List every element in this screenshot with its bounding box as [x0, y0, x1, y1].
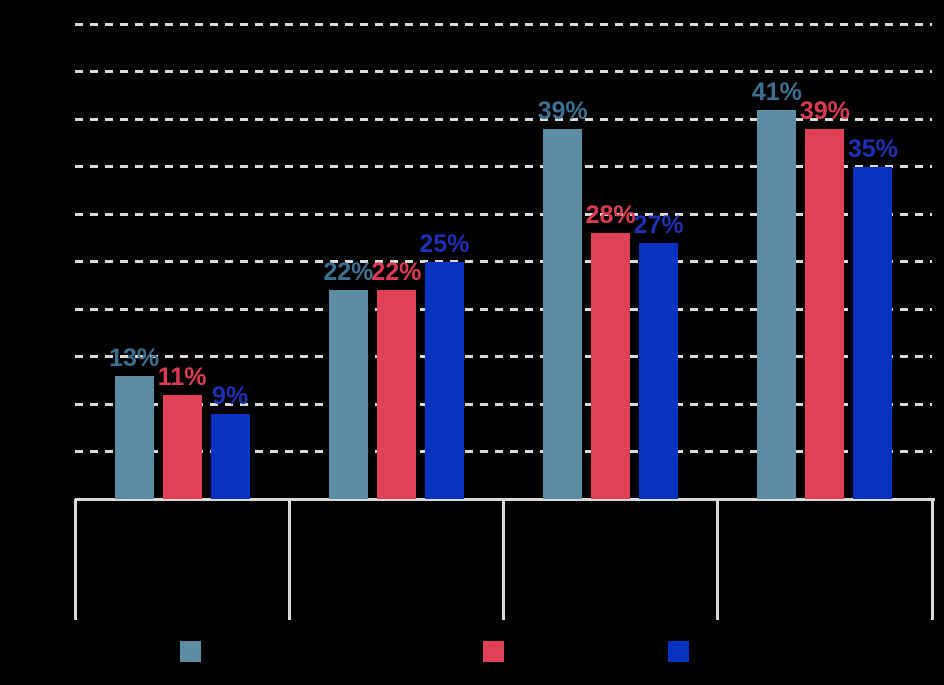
legend-swatch-3 — [668, 641, 689, 662]
x-axis-tick-3 — [716, 499, 720, 620]
bar-series-crimson-group1 — [162, 394, 202, 499]
x-axis-tick-2 — [502, 499, 505, 620]
x-axis-tick-0 — [73, 499, 77, 620]
bar-series-crimson-group2 — [376, 290, 416, 499]
x-axis-tick-1 — [287, 499, 291, 620]
x-axis-line — [75, 497, 935, 501]
gridline-45pct — [75, 70, 932, 73]
bar-value-label-series-crimson-group3: 28% — [585, 201, 636, 229]
gridline-5pct — [75, 450, 932, 453]
bar-value-label-series-teal-group2: 22% — [323, 258, 374, 286]
legend-swatch-1 — [180, 641, 201, 662]
bar-value-label-series-blue-group1: 9% — [212, 381, 249, 410]
legend-swatch-2 — [483, 641, 504, 662]
gridline-20pct — [75, 307, 932, 311]
bar-value-label-series-teal-group1: 13% — [109, 343, 160, 372]
gridline-40pct — [75, 117, 932, 121]
bar-series-crimson-group4 — [805, 128, 845, 499]
bar-series-teal-group2 — [328, 290, 368, 499]
gridline-15pct — [75, 355, 932, 358]
bar-value-label-series-blue-group4: 35% — [847, 134, 898, 163]
gridline-30pct — [75, 212, 932, 216]
bar-series-teal-group4 — [757, 109, 797, 499]
bar-series-blue-group1 — [210, 413, 250, 499]
bar-value-label-series-blue-group2: 25% — [419, 229, 470, 258]
bar-series-teal-group1 — [114, 375, 154, 499]
gridline-10pct — [75, 402, 932, 406]
bar-value-label-series-teal-group3: 39% — [537, 96, 588, 125]
bar-series-blue-group2 — [424, 261, 464, 499]
bar-series-teal-group3 — [543, 128, 583, 499]
bar-value-label-series-blue-group3: 27% — [633, 210, 684, 239]
bar-series-blue-group4 — [853, 166, 893, 499]
bar-value-label-series-crimson-group4: 39% — [799, 96, 850, 125]
bar-value-label-series-crimson-group2: 22% — [371, 258, 422, 286]
bar-value-label-series-crimson-group1: 11% — [157, 362, 207, 391]
gridline-25pct — [75, 260, 932, 263]
gridline-50pct — [75, 22, 932, 26]
bar-series-blue-group3 — [639, 242, 679, 499]
bar-series-crimson-group3 — [591, 233, 631, 499]
bar-value-label-series-teal-group4: 41% — [751, 77, 802, 106]
gridline-35pct — [75, 165, 932, 168]
x-axis-tick-4 — [930, 499, 934, 620]
